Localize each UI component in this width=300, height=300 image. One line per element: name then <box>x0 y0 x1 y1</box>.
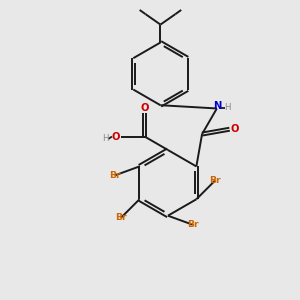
Text: H: H <box>224 103 231 112</box>
Text: Br: Br <box>115 213 127 222</box>
Text: O: O <box>231 124 239 134</box>
Text: H: H <box>102 134 109 143</box>
Text: N: N <box>213 101 221 111</box>
Text: Br: Br <box>187 220 198 229</box>
Text: O: O <box>111 131 120 142</box>
Text: Br: Br <box>109 171 121 180</box>
Text: Br: Br <box>209 176 221 185</box>
Text: O: O <box>140 103 149 113</box>
